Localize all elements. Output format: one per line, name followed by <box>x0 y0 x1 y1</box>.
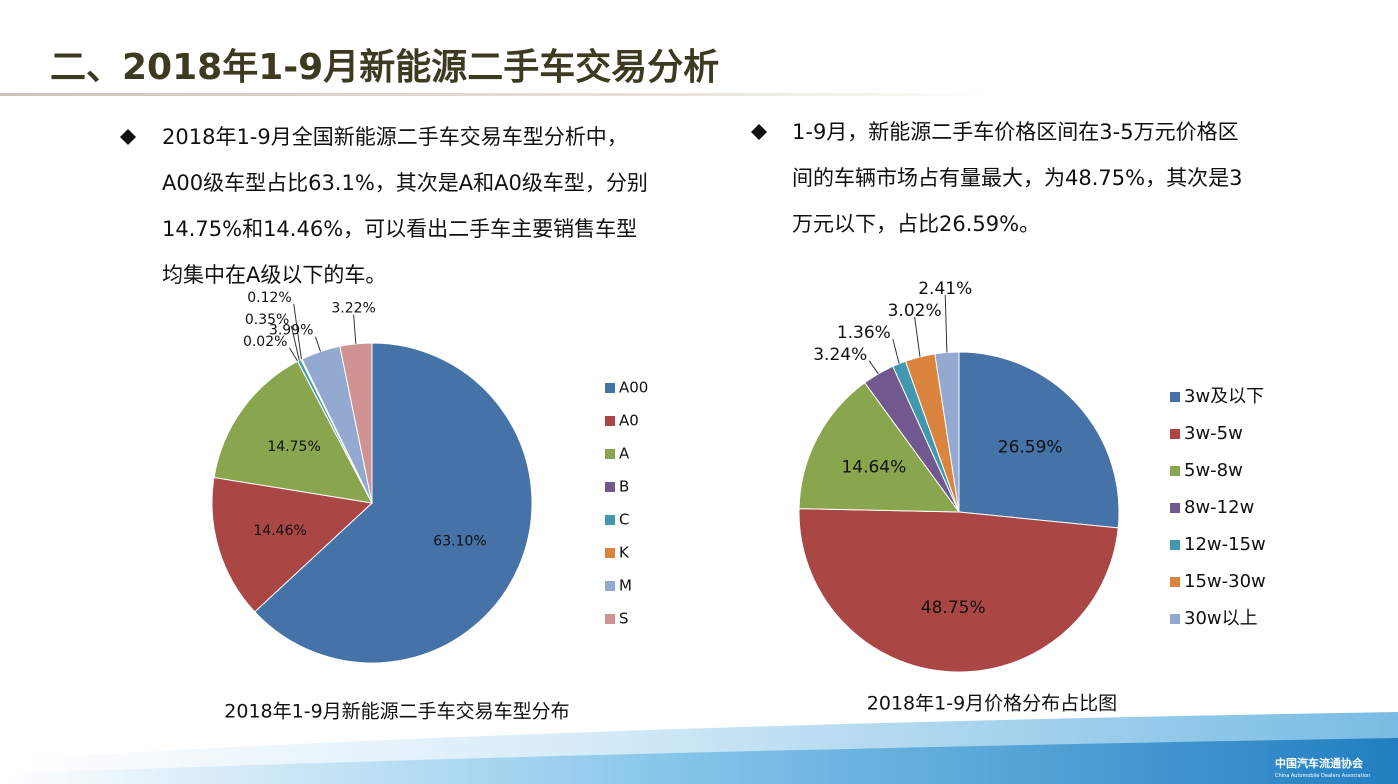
chart-title: 2018年1-9月价格分布占比图 <box>867 693 1117 715</box>
data-label: 3.22% <box>331 301 375 317</box>
bullet-text: 2018年1-9月全国新能源二手车交易车型分析中，A00级车型占比63.1%，其… <box>162 125 648 287</box>
leader-line <box>353 314 357 344</box>
legend-swatch <box>605 383 615 393</box>
legend-swatch <box>605 581 615 591</box>
pie-slice <box>958 351 1120 529</box>
data-label: 26.59% <box>998 438 1063 458</box>
pie-slice <box>211 476 374 613</box>
leader-line <box>289 347 299 362</box>
data-label: 2.41% <box>918 279 972 299</box>
pie-slice <box>798 508 1119 673</box>
title-underline <box>0 93 1000 96</box>
leader-line <box>293 303 302 360</box>
data-label: 14.75% <box>267 439 320 455</box>
pie-slice <box>339 342 373 504</box>
legend-swatch <box>1170 540 1180 550</box>
legend-swatch <box>605 548 615 558</box>
legend-label: 3w-5w <box>1184 423 1243 444</box>
data-label: 0.02% <box>243 334 287 350</box>
legend-label: A0 <box>619 412 639 430</box>
leader-line <box>290 325 300 361</box>
leader-line <box>892 338 900 364</box>
bullet-icon <box>751 124 767 140</box>
data-label: 0.12% <box>247 290 291 306</box>
legend-label: 5w-8w <box>1184 460 1243 481</box>
pie-slice <box>213 360 373 504</box>
leader-line <box>314 336 321 352</box>
data-label: 63.10% <box>433 533 486 549</box>
legend-label: A00 <box>619 379 648 397</box>
legend-swatch <box>1170 503 1180 513</box>
data-label: 0.35% <box>245 312 289 328</box>
legend-swatch <box>1170 614 1180 624</box>
legend-label: C <box>619 511 629 529</box>
legend-swatch <box>1170 429 1180 439</box>
pie-slice <box>254 342 533 664</box>
slide-title: 二、2018年1-9月新能源二手车交易分析 <box>50 47 720 88</box>
bullet-icon <box>120 129 136 145</box>
legend-swatch <box>1170 577 1180 587</box>
data-label: 14.46% <box>253 523 306 539</box>
legend-swatch <box>605 614 615 624</box>
legend-label: 12w-15w <box>1184 534 1266 555</box>
logo-subtext: China Automobile Dealers Association <box>1275 773 1370 779</box>
pie-slice <box>798 382 960 513</box>
data-label: 3.02% <box>888 301 942 321</box>
legend-label: 30w以上 <box>1184 608 1258 629</box>
leader-line <box>868 360 879 375</box>
data-label: 14.64% <box>841 458 906 478</box>
bullet-text: 1-9月，新能源二手车价格区间在3-5万元价格区间的车辆市场占有量最大，为48.… <box>792 120 1243 236</box>
legend-swatch <box>1170 392 1180 402</box>
data-label: 3.24% <box>813 345 867 365</box>
legend-swatch <box>1170 466 1180 476</box>
leader-line <box>914 316 921 357</box>
legend-swatch <box>605 482 615 492</box>
legend-label: A <box>619 445 630 463</box>
legend-label: M <box>619 577 632 595</box>
legend-label: K <box>619 544 630 562</box>
data-label: 48.75% <box>921 598 986 618</box>
legend-swatch <box>605 416 615 426</box>
legend-label: 3w及以下 <box>1184 386 1264 407</box>
legend-swatch <box>605 449 615 459</box>
leader-line <box>944 294 948 353</box>
legend-label: B <box>619 478 629 496</box>
data-label: 3.99% <box>269 323 313 339</box>
legend-label: S <box>619 610 629 628</box>
legend-label: 15w-30w <box>1184 571 1266 592</box>
logo-text: 中国汽车流通协会 <box>1275 756 1364 770</box>
legend-swatch <box>605 515 615 525</box>
footer-wave <box>0 738 1398 784</box>
chart-title: 2018年1-9月新能源二手车交易车型分布 <box>224 701 569 723</box>
data-label: 1.36% <box>837 323 891 343</box>
legend-label: 8w-12w <box>1184 497 1254 518</box>
